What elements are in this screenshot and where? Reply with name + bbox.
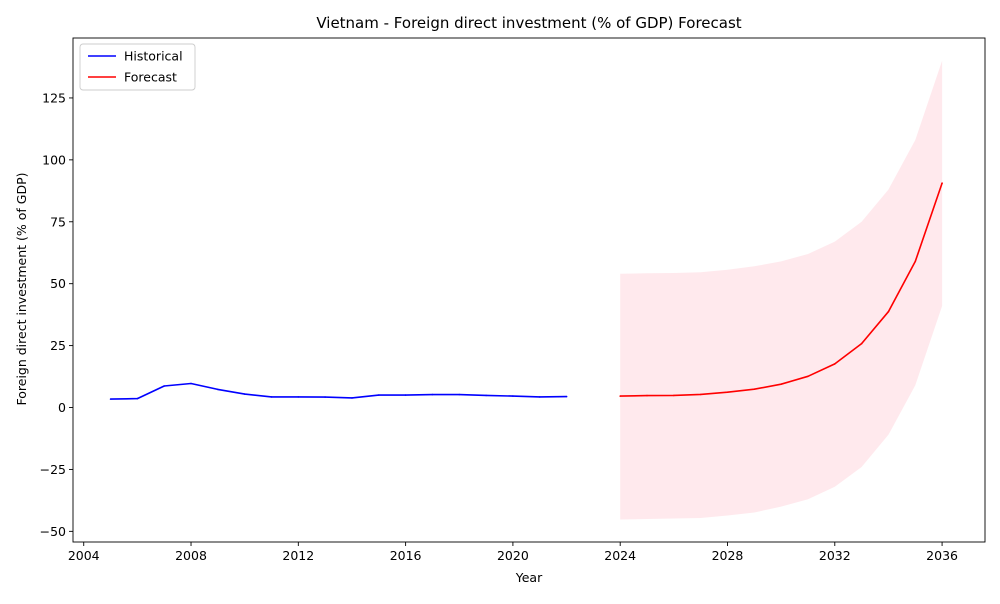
forecast-confidence-band — [620, 60, 943, 520]
data-point-historical — [538, 396, 541, 398]
legend-item-forecast: Forecast — [88, 70, 177, 85]
y-tick-label: 125 — [42, 90, 66, 105]
x-tick-layer: 2004 2008 2012 2016 2020 2024 2028 2032 2036 — [68, 542, 958, 563]
data-point-forecast — [914, 260, 917, 263]
data-point-forecast — [619, 395, 621, 397]
series-historical — [109, 382, 568, 400]
y-tick-label: 50 — [50, 276, 66, 291]
x-tick-label: 2028 — [712, 548, 744, 563]
x-tick-label: 2012 — [282, 548, 314, 563]
legend-label-forecast: Forecast — [124, 70, 177, 85]
x-tick-label: 2004 — [68, 548, 100, 563]
data-point-historical — [512, 395, 514, 397]
data-point-forecast — [807, 375, 809, 378]
legend-label-historical: Historical — [124, 49, 183, 64]
data-point-historical — [565, 395, 568, 398]
data-point-historical — [190, 382, 192, 385]
x-tick-label: 2016 — [390, 548, 422, 563]
data-point-historical — [109, 398, 112, 400]
x-tick-label: 2020 — [497, 548, 529, 563]
series-forecast — [619, 182, 943, 397]
y-tick-label: 75 — [50, 214, 66, 229]
data-point-forecast — [753, 388, 756, 391]
y-tick-label: −50 — [40, 524, 66, 539]
y-tick-label: −25 — [40, 462, 66, 477]
data-point-forecast — [673, 394, 675, 397]
y-tick-label: 100 — [42, 152, 66, 167]
y-tick-label: 25 — [50, 338, 66, 353]
data-point-forecast — [941, 182, 943, 184]
y-tick-label: 0 — [58, 400, 66, 415]
x-tick-label: 2032 — [819, 548, 851, 563]
data-point-forecast — [699, 393, 702, 396]
x-tick-label: 2036 — [926, 548, 958, 563]
data-point-forecast — [860, 342, 863, 345]
data-point-historical — [485, 394, 487, 397]
data-point-historical — [243, 393, 246, 395]
data-point-forecast — [726, 391, 729, 394]
x-tick-label: 2024 — [604, 548, 636, 563]
data-point-historical — [324, 396, 326, 398]
data-point-forecast — [887, 310, 890, 313]
data-point-historical — [378, 394, 380, 396]
plot-frame — [72, 37, 986, 543]
confidence-band-layer — [620, 60, 943, 520]
y-axis-label: Foreign direct investment (% of GDP) — [14, 173, 29, 406]
data-point-historical — [163, 385, 165, 387]
series-layer — [109, 182, 943, 400]
data-point-historical — [136, 397, 139, 400]
data-point-forecast — [646, 394, 648, 397]
x-axis-label: Year — [515, 570, 543, 585]
legend: Historical Forecast — [79, 43, 196, 91]
data-point-historical — [404, 394, 407, 396]
data-point-historical — [270, 396, 273, 398]
data-point-historical — [458, 393, 461, 396]
data-point-forecast — [780, 383, 782, 386]
data-point-historical — [297, 396, 300, 398]
data-point-historical — [351, 397, 353, 399]
data-point-historical — [431, 393, 434, 396]
data-point-forecast — [834, 363, 836, 365]
x-tick-label: 2008 — [175, 548, 207, 563]
y-tick-layer: −50 −25 0 25 50 75 100 125 — [40, 90, 73, 539]
series-line-historical — [110, 382, 567, 400]
chart-title: Vietnam - Foreign direct investment (% o… — [316, 14, 741, 32]
legend-item-historical: Historical — [88, 49, 183, 64]
data-point-historical — [217, 388, 219, 391]
axes-layer — [72, 37, 986, 543]
